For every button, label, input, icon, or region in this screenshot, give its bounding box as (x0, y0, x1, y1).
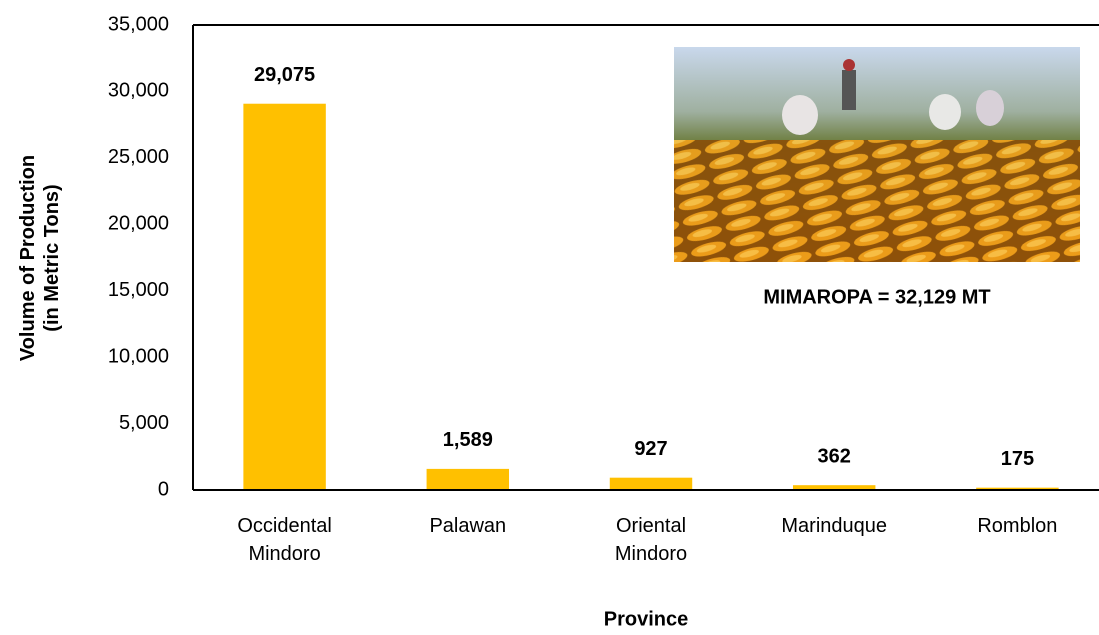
value-label: 175 (1001, 448, 1034, 470)
bar (243, 103, 326, 490)
y-tick-label: 20,000 (108, 213, 169, 235)
y-axis-title-line: Volume of Production (17, 154, 39, 362)
x-tick-label: Marinduque (781, 515, 887, 537)
x-tick-label: Romblon (977, 515, 1058, 537)
y-tick-label: 25,000 (108, 146, 169, 168)
bar (609, 477, 693, 490)
y-tick-label: 35,000 (108, 13, 169, 35)
y-tick-label: 15,000 (108, 279, 169, 301)
x-tick-label: Palawan (429, 515, 507, 537)
y-tick-label: 5,000 (119, 412, 169, 434)
value-label: 1,589 (443, 429, 493, 451)
y-tick-label: 30,000 (108, 80, 169, 102)
photo (674, 47, 1080, 262)
bar (792, 485, 876, 490)
y-axis-title: Volume of Production (in Metric Tons) (16, 58, 64, 458)
value-label: 927 (634, 438, 667, 460)
value-label: 362 (818, 445, 851, 467)
annotation: MIMAROPA = 32,129 MT (763, 286, 990, 308)
x-tick-label: Occidental Mindoro (237, 515, 332, 565)
bar (426, 468, 510, 490)
value-label: 29,075 (254, 64, 315, 86)
y-tick-label: 0 (158, 478, 169, 500)
x-axis-title: Province (604, 608, 688, 630)
y-tick-label: 10,000 (108, 345, 169, 367)
x-tick-label: Oriental Mindoro (614, 515, 688, 565)
y-axis-title-line: (in Metric Tons) (41, 184, 63, 332)
bar (976, 487, 1059, 490)
